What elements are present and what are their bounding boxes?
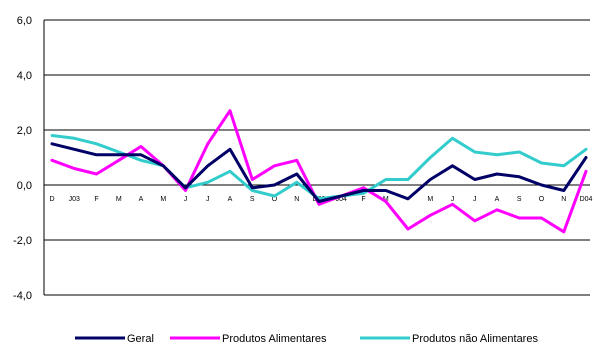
x-tick-label: M	[383, 196, 389, 203]
series-line-produtos-no-alimentares	[50, 134, 588, 201]
x-tick-label: S	[517, 196, 522, 203]
y-tick-label: 0,0	[17, 180, 32, 192]
x-tick-label: N	[294, 196, 299, 203]
legend-label: Produtos Alimentares	[222, 333, 327, 345]
x-tick-label: J	[206, 196, 210, 203]
legend-label: Geral	[127, 333, 154, 345]
series-line-geral	[50, 142, 588, 203]
series-lines	[50, 109, 588, 234]
legend: Geral Produtos Alimentares Produtos não Al…	[75, 333, 538, 345]
x-tick-label: D04	[580, 196, 593, 203]
x-tick-label: M	[427, 196, 433, 203]
x-tick-label: S	[250, 196, 255, 203]
gridlines	[43, 19, 590, 296]
y-axis-tick-labels: 6,0 4,0 2,0 0,0 -2,0 -4,0	[13, 15, 32, 302]
x-tick-label: A	[495, 196, 500, 203]
x-tick-label: F	[94, 196, 98, 203]
x-tick-label: A	[228, 196, 233, 203]
x-tick-label: D	[49, 196, 54, 203]
y-tick-label: 4,0	[17, 70, 32, 82]
x-tick-label: O	[539, 196, 545, 203]
series-line-produtos-alimentares	[50, 109, 588, 234]
x-tick-label: F	[361, 196, 365, 203]
x-tick-label: A	[139, 196, 144, 203]
x-tick-label: J03	[69, 196, 80, 203]
x-tick-label: J	[451, 196, 455, 203]
y-tick-label: -4,0	[13, 290, 32, 302]
y-tick-label: 6,0	[17, 15, 32, 27]
y-tick-label: -2,0	[13, 235, 32, 247]
y-tick-label: 2,0	[17, 125, 32, 137]
x-tick-label: O	[272, 196, 278, 203]
x-tick-label: J04	[336, 196, 347, 203]
x-tick-label: J	[473, 196, 477, 203]
x-tick-label: J	[184, 196, 188, 203]
x-tick-label: M	[160, 196, 166, 203]
x-tick-label: M	[116, 196, 122, 203]
x-tick-label: N	[561, 196, 566, 203]
legend-label: Produtos não Alimentares	[412, 333, 538, 345]
